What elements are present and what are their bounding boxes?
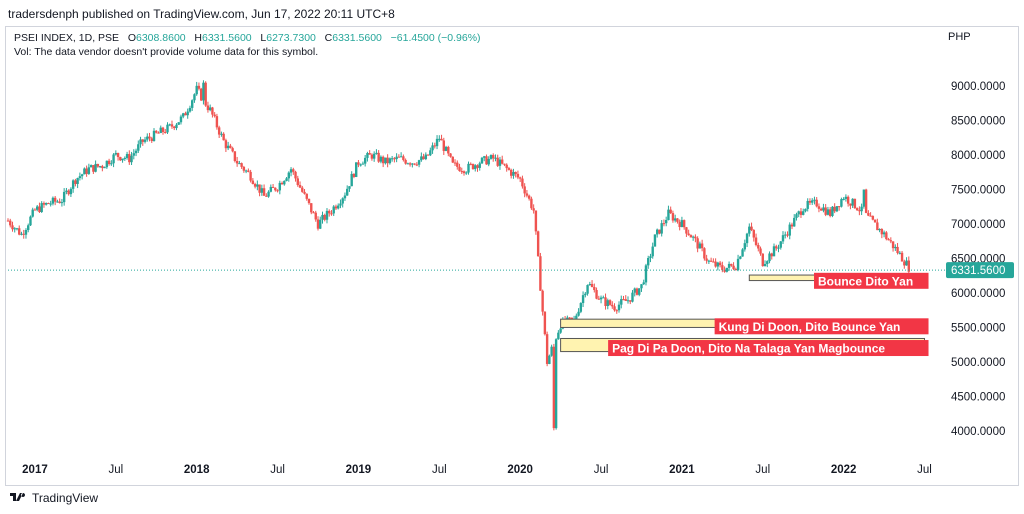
open-value: 6308.8600 [135, 32, 186, 44]
footer: TradingView [10, 491, 98, 505]
symbol-legend: PSEI INDEX, 1D, PSE O6308.8600 H6331.560… [14, 32, 481, 44]
tradingview-logo-icon [10, 491, 28, 505]
currency-label: PHP [948, 31, 971, 43]
volume-note: Vol: The data vendor doesn't provide vol… [14, 46, 319, 58]
open-label: O [127, 32, 136, 44]
high-value: 6331.5600 [201, 32, 252, 44]
symbol-name: PSEI INDEX, 1D, PSE [14, 32, 120, 44]
high-label: H [194, 32, 202, 44]
change-value: −61.4500 (−0.96%) [390, 32, 481, 44]
close-value: 6331.5600 [332, 32, 382, 44]
chart-frame [5, 26, 1019, 486]
low-value: 6273.7300 [266, 32, 316, 44]
publish-info: tradersdenph published on TradingView.co… [8, 7, 395, 21]
low-label: L [260, 32, 267, 44]
close-label: C [324, 32, 333, 44]
footer-brand[interactable]: TradingView [32, 491, 99, 505]
